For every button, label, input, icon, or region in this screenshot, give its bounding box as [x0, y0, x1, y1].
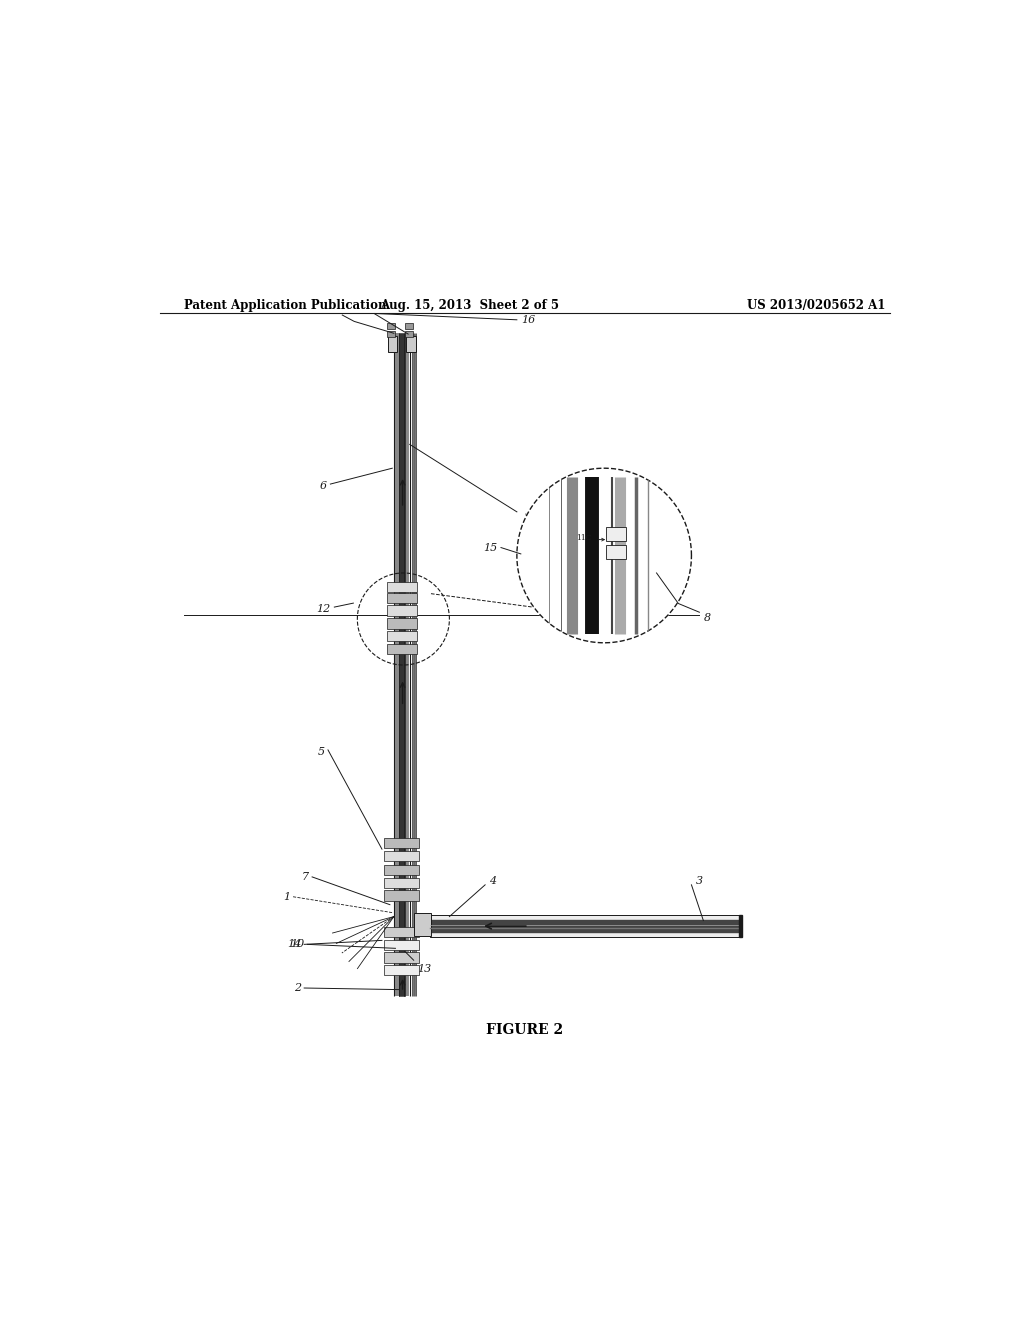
Text: 12: 12 — [316, 605, 331, 615]
Bar — [387, 335, 397, 351]
Circle shape — [517, 469, 691, 643]
Text: 6: 6 — [319, 480, 327, 491]
Text: 1: 1 — [284, 892, 291, 902]
Bar — [404, 331, 413, 337]
Text: 16: 16 — [521, 314, 536, 325]
Text: 14: 14 — [287, 940, 301, 949]
Bar — [387, 631, 417, 642]
Bar — [430, 915, 739, 937]
Bar — [414, 912, 431, 936]
Text: 8: 8 — [703, 614, 711, 623]
Bar — [384, 927, 419, 937]
Bar — [384, 965, 419, 975]
Bar — [404, 323, 413, 329]
Text: 4: 4 — [489, 876, 497, 886]
Bar — [384, 838, 419, 849]
Bar — [384, 865, 419, 875]
Text: US 2013/0205652 A1: US 2013/0205652 A1 — [748, 300, 886, 312]
Bar — [606, 545, 626, 560]
Text: FIGURE 2: FIGURE 2 — [486, 1023, 563, 1038]
Text: 7: 7 — [302, 873, 309, 882]
Text: 3: 3 — [695, 876, 702, 886]
Bar — [387, 644, 417, 653]
Text: 12: 12 — [521, 510, 535, 525]
Bar — [384, 891, 419, 900]
Text: 10: 10 — [290, 940, 304, 949]
Bar — [387, 331, 394, 337]
Text: 5: 5 — [317, 747, 325, 758]
Bar — [387, 582, 417, 591]
Bar — [384, 850, 419, 861]
Bar — [430, 920, 739, 932]
Bar — [739, 915, 742, 937]
Bar — [384, 940, 419, 950]
Text: 11C: 11C — [577, 535, 592, 543]
Text: Patent Application Publication: Patent Application Publication — [183, 300, 386, 312]
Bar — [406, 335, 416, 351]
Text: 2: 2 — [294, 983, 301, 993]
Bar — [387, 593, 417, 603]
Text: 15: 15 — [482, 543, 497, 553]
Bar — [387, 323, 394, 329]
Bar — [384, 952, 419, 962]
Bar — [606, 527, 626, 541]
Text: Aug. 15, 2013  Sheet 2 of 5: Aug. 15, 2013 Sheet 2 of 5 — [380, 300, 559, 312]
Bar — [384, 878, 419, 888]
Bar — [387, 618, 417, 628]
Text: 13: 13 — [418, 964, 432, 974]
Bar — [387, 606, 417, 616]
